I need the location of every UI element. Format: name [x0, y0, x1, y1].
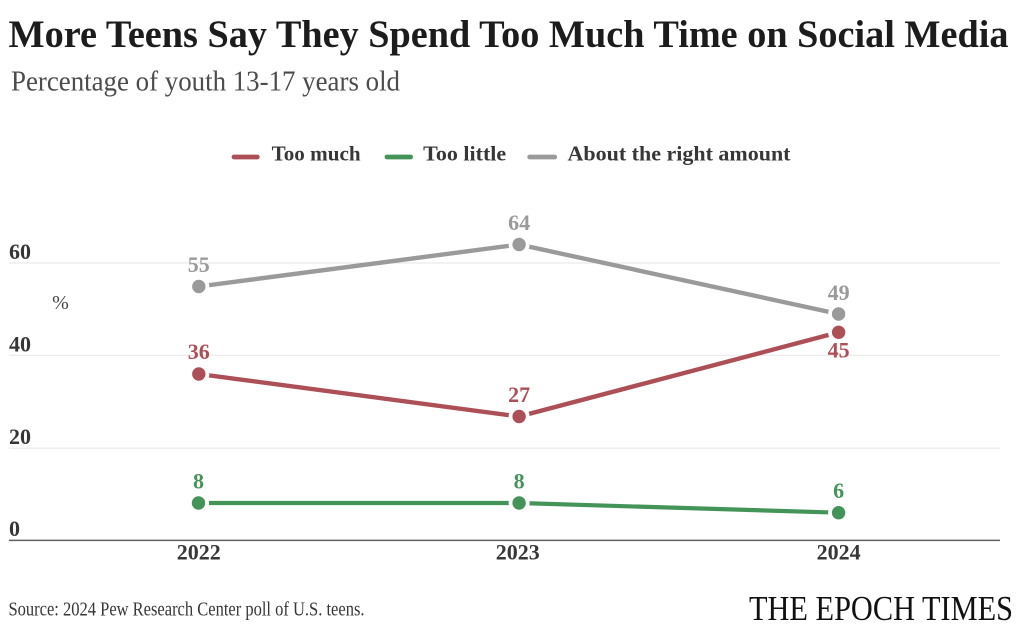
svg-text:60: 60	[9, 239, 31, 264]
svg-text:36: 36	[188, 339, 210, 364]
svg-text:Too much: Too much	[272, 141, 361, 165]
svg-text:2022: 2022	[177, 539, 221, 564]
svg-text:6: 6	[833, 478, 844, 503]
svg-text:%: %	[52, 292, 69, 314]
svg-text:27: 27	[508, 382, 530, 407]
svg-text:49: 49	[828, 280, 850, 305]
svg-text:2024: 2024	[817, 539, 861, 564]
svg-text:55: 55	[188, 252, 210, 277]
svg-text:2023: 2023	[496, 539, 540, 564]
svg-text:8: 8	[193, 469, 204, 494]
svg-text:Too little: Too little	[423, 141, 506, 165]
svg-text:40: 40	[9, 331, 31, 356]
svg-text:0: 0	[9, 516, 20, 541]
svg-text:Percentage of youth 13-17 year: Percentage of youth 13-17 years old	[11, 67, 400, 98]
svg-text:45: 45	[828, 337, 850, 362]
svg-text:More Teens Say They Spend Too: More Teens Say They Spend Too Much Time …	[9, 13, 1009, 56]
svg-text:THE EPOCH TIMES: THE EPOCH TIMES	[749, 589, 1013, 628]
svg-text:64: 64	[508, 210, 530, 235]
svg-text:Source: 2024 Pew Research Cent: Source: 2024 Pew Research Center poll of…	[9, 599, 365, 621]
svg-text:About the right amount: About the right amount	[568, 141, 791, 165]
svg-text:20: 20	[9, 424, 31, 449]
svg-text:8: 8	[514, 469, 525, 494]
